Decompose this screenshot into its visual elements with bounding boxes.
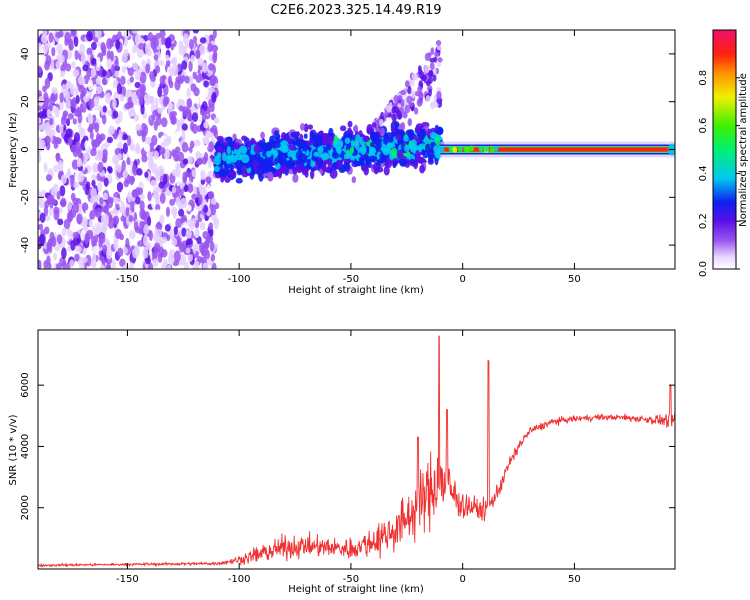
spectrogram-y-tick-label: 40 xyxy=(20,48,31,61)
snr-y-tick-label: 4000 xyxy=(20,434,31,459)
spectrogram-y-ticks: -40 -20 0 20 40 xyxy=(20,48,675,253)
colorbar-gradient xyxy=(712,29,737,270)
snr-x-ticks: -150 -100 -50 0 50 xyxy=(116,330,581,585)
colorbar: 0.0 0.2 0.4 0.6 0.8 Normalized spectral ampl… xyxy=(698,29,749,277)
spectrogram-y-tick-label: -40 xyxy=(20,237,31,253)
spectrogram-panel: -150 -100 -50 0 50 -40 -20 0 20 40 Height of str… xyxy=(8,29,676,296)
spectrogram-x-ticks: -150 -100 -50 0 50 xyxy=(116,30,581,285)
snr-x-tick-label: 50 xyxy=(568,574,581,585)
snr-series-path xyxy=(38,335,675,568)
colorbar-tick-label: 0.8 xyxy=(698,70,709,86)
snr-x-tick-label: -50 xyxy=(343,574,359,585)
snr-x-label: Height of straight line (km) xyxy=(288,584,424,595)
spectrogram-feature-spread xyxy=(213,116,445,184)
spectrogram-y-tick-label: 20 xyxy=(20,95,31,108)
figure-title: C2E6.2023.325.14.49.R19 xyxy=(270,3,441,18)
spectrogram-x-tick-label: -150 xyxy=(116,274,139,285)
snr-x-tick-label: 0 xyxy=(459,574,465,585)
colorbar-label: Normalized spectral amplitude xyxy=(738,73,749,227)
spectrogram-y-tick-label: 0 xyxy=(20,146,31,152)
spectrogram-x-tick-label: 50 xyxy=(568,274,581,285)
spectrogram-y-tick-label: -20 xyxy=(20,189,31,205)
snr-frame xyxy=(37,329,676,570)
spectrogram-feature-noise xyxy=(38,30,220,269)
spectrogram-x-label: Height of straight line (km) xyxy=(288,285,424,296)
snr-x-tick-label: -150 xyxy=(116,574,139,585)
colorbar-tick-label: 0.4 xyxy=(698,165,709,181)
colorbar-tick-label: 0.6 xyxy=(698,118,709,134)
snr-y-label: SNR (10 * v/v) xyxy=(8,414,19,485)
spectrogram-image xyxy=(38,30,675,269)
colorbar-tick-label: 0.0 xyxy=(698,261,709,277)
snr-y-tick-label: 2000 xyxy=(20,495,31,520)
snr-y-ticks: 2000 4000 6000 xyxy=(20,372,675,520)
spectrogram-x-tick-label: -50 xyxy=(343,274,359,285)
snr-y-tick-label: 6000 xyxy=(20,372,31,397)
colorbar-tick-label: 0.2 xyxy=(698,213,709,229)
spectrogram-x-tick-label: 0 xyxy=(459,274,465,285)
snr-x-tick-label: -100 xyxy=(228,574,251,585)
spectrogram-y-label: Frequency (Hz) xyxy=(8,112,19,188)
snr-series-line xyxy=(38,335,675,568)
snr-panel: -150 -100 -50 0 50 2000 4000 6000 Height of st… xyxy=(8,329,676,595)
spectrogram-feature-carrier xyxy=(439,141,675,158)
spectrogram-feature-upper-tail xyxy=(371,40,443,129)
colorbar-ticks: 0.0 0.2 0.4 0.6 0.8 xyxy=(698,70,740,277)
spectrogram-x-tick-label: -100 xyxy=(228,274,251,285)
